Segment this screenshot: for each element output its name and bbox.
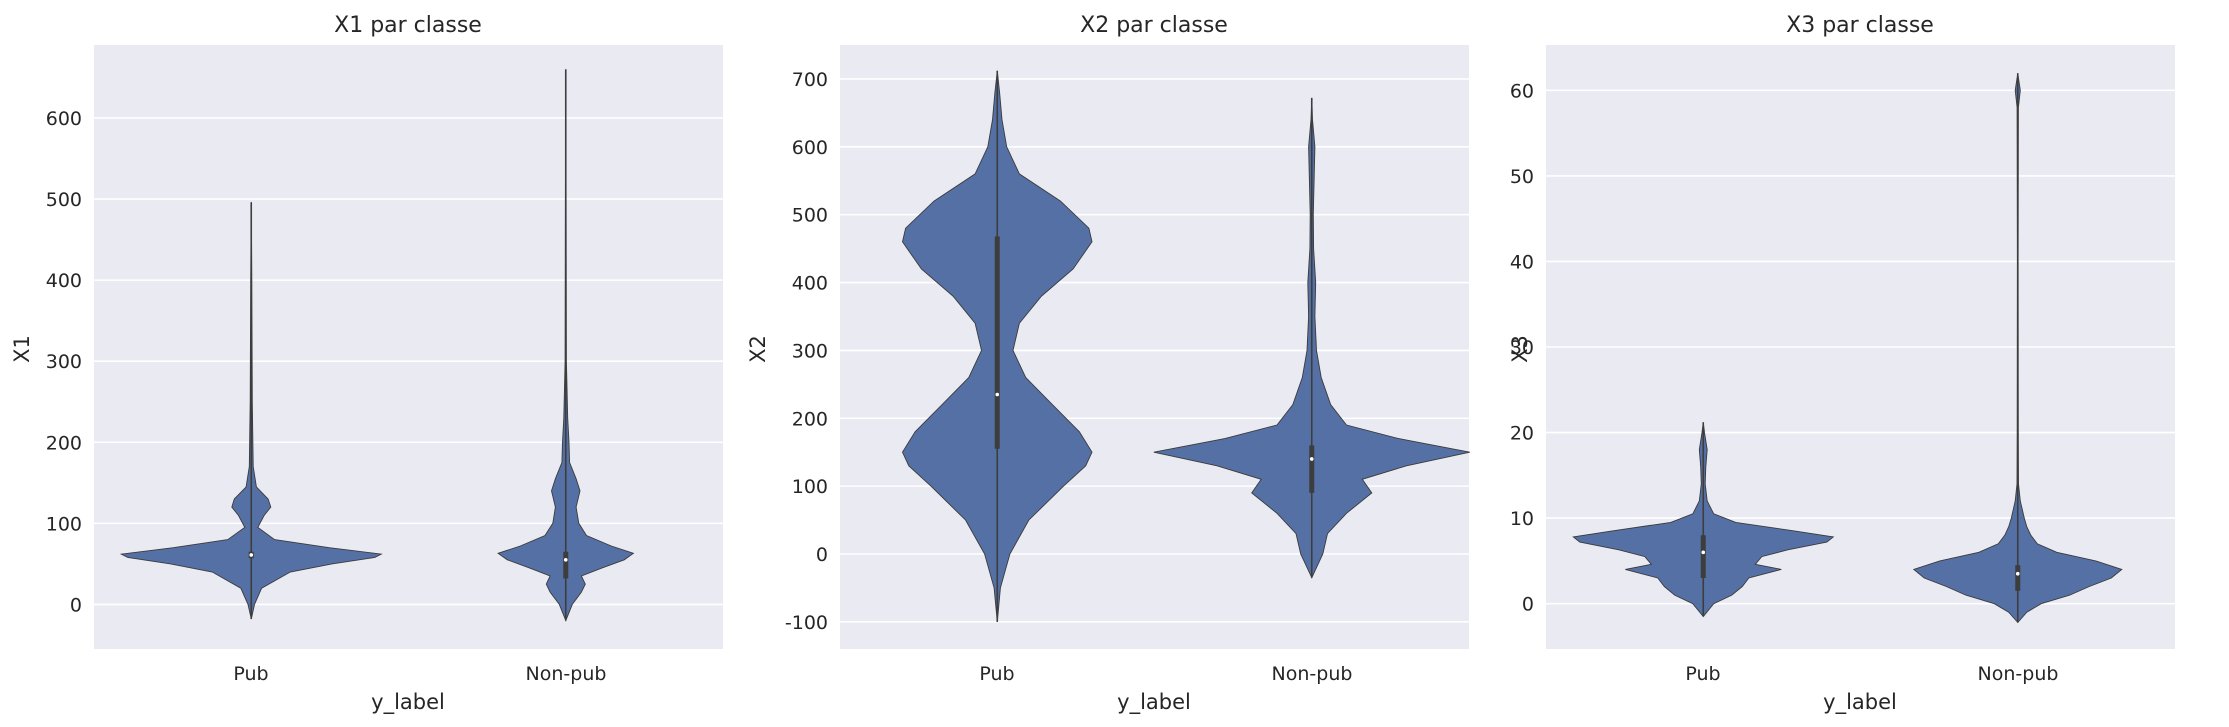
chart-panel-x2: X2 par classe y_label X2 Pub Non-pub -10… xyxy=(746,13,1470,715)
violin-median xyxy=(563,558,568,562)
chart-title: X3 par classe xyxy=(1786,13,1934,38)
y-tick-label: 60 xyxy=(1510,80,1534,102)
x-tick-label: Non-pub xyxy=(1978,663,2059,685)
x-tick-label: Non-pub xyxy=(1272,663,1353,685)
y-tick-label: 400 xyxy=(46,270,82,292)
y-tick-label: 500 xyxy=(792,205,828,227)
y-tick-label: 300 xyxy=(792,340,828,362)
y-axis-label: X3 xyxy=(1508,335,1532,363)
y-tick-label: 600 xyxy=(46,108,82,130)
x-tick-label: Pub xyxy=(979,663,1014,685)
x-axis-label: y_label xyxy=(1117,690,1191,715)
y-tick-label: 0 xyxy=(816,544,828,566)
x-axis-label: y_label xyxy=(1823,690,1897,715)
x-tick-label: Non-pub xyxy=(526,663,607,685)
y-tick-label: 400 xyxy=(792,273,828,295)
chart-title: X2 par classe xyxy=(1080,13,1228,38)
y-tick-label: 600 xyxy=(792,137,828,159)
x-tick-label: Pub xyxy=(1685,663,1720,685)
y-tick-label: 700 xyxy=(792,69,828,91)
y-tick-label: 40 xyxy=(1510,251,1534,273)
plot-area xyxy=(840,45,1469,649)
chart-panel-x3: X3 par classe y_label X3 Pub Non-pub 0 10… xyxy=(1508,13,2175,715)
chart-title: X1 par classe xyxy=(334,13,482,38)
y-axis-label: X1 xyxy=(10,335,34,363)
y-tick-label: 50 xyxy=(1510,166,1534,188)
y-tick-label: 100 xyxy=(792,476,828,498)
y-tick-label: 100 xyxy=(46,513,82,535)
violin-median xyxy=(1701,550,1706,555)
chart-panel-x1: X1 par classe y_label X1 Pub Non-pub 0 10… xyxy=(10,13,723,715)
y-tick-label: -100 xyxy=(785,612,828,634)
violin-median xyxy=(995,392,1000,397)
y-tick-label: 0 xyxy=(70,594,82,616)
violin-median xyxy=(1309,457,1314,461)
violin-median xyxy=(249,553,254,557)
x-tick-label: Pub xyxy=(233,663,268,685)
y-tick-label: 20 xyxy=(1510,423,1534,445)
x-axis-label: y_label xyxy=(371,690,445,715)
y-tick-label: 200 xyxy=(792,408,828,430)
y-tick-label: 30 xyxy=(1510,337,1534,359)
y-tick-label: 10 xyxy=(1510,508,1534,530)
y-axis-label: X2 xyxy=(746,335,770,363)
y-tick-label: 300 xyxy=(46,351,82,373)
y-tick-label: 200 xyxy=(46,432,82,454)
y-tick-label: 0 xyxy=(1522,594,1534,616)
violin-median xyxy=(2015,571,2020,576)
y-tick-label: 500 xyxy=(46,189,82,211)
